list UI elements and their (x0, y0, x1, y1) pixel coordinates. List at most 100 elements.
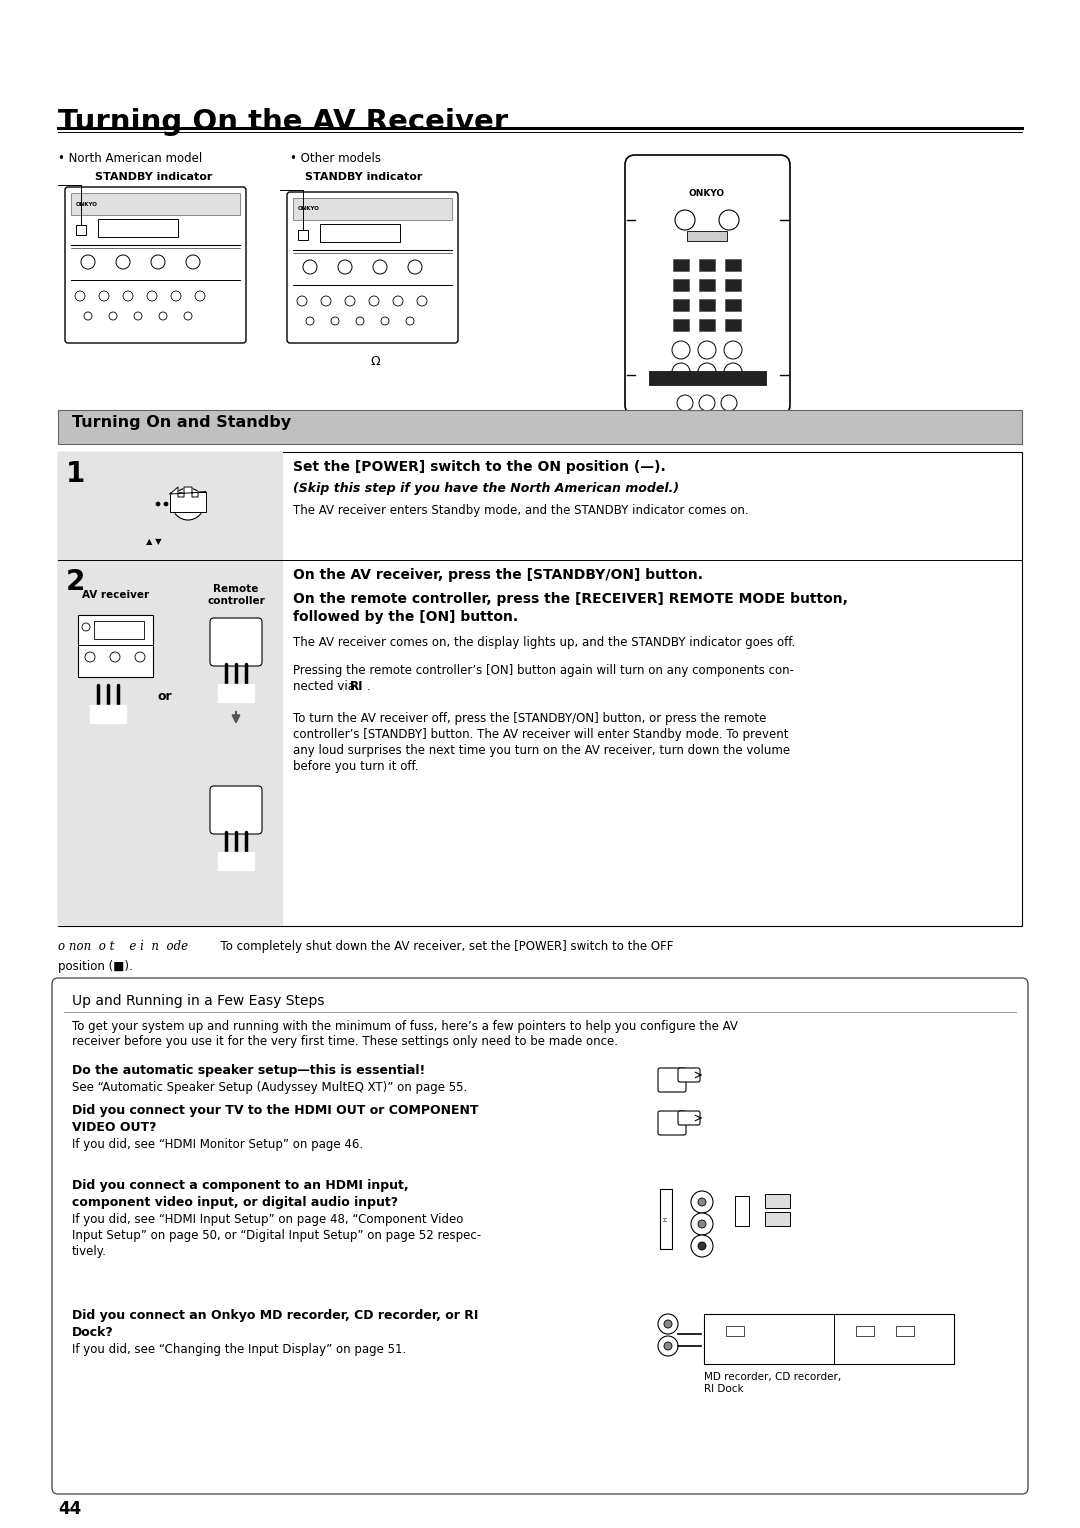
Circle shape (110, 652, 120, 662)
Bar (699, 280, 715, 290)
Circle shape (672, 364, 690, 380)
Circle shape (338, 260, 352, 274)
Bar (735, 1196, 750, 1225)
Circle shape (369, 296, 379, 306)
Text: tively.: tively. (72, 1245, 107, 1258)
Text: • North American model: • North American model (58, 151, 202, 165)
Circle shape (75, 290, 85, 301)
Text: STANDBY indicator: STANDBY indicator (95, 173, 213, 182)
Circle shape (691, 1190, 713, 1213)
Text: RI: RI (350, 680, 364, 694)
Circle shape (186, 255, 200, 269)
Bar (673, 319, 689, 332)
Circle shape (698, 1219, 706, 1229)
Bar (673, 280, 689, 290)
Text: or: or (158, 691, 173, 703)
Text: before you turn it off.: before you turn it off. (293, 759, 419, 773)
Text: Set the [POWER] switch to the ON position (—).: Set the [POWER] switch to the ON positio… (293, 460, 665, 474)
Circle shape (195, 290, 205, 301)
Circle shape (675, 209, 696, 231)
Bar (856, 1326, 874, 1335)
Circle shape (664, 1320, 672, 1328)
Circle shape (156, 503, 160, 506)
Circle shape (691, 1213, 713, 1235)
Circle shape (698, 364, 716, 380)
Text: ONKYO: ONKYO (76, 202, 98, 206)
FancyBboxPatch shape (287, 193, 458, 342)
Circle shape (330, 316, 339, 325)
Circle shape (677, 396, 693, 411)
Circle shape (184, 312, 192, 319)
FancyBboxPatch shape (52, 978, 1028, 1494)
Bar (649, 371, 766, 385)
Circle shape (303, 260, 318, 274)
Bar (58, 559, 283, 926)
Bar (896, 1326, 914, 1335)
Circle shape (135, 652, 145, 662)
Bar (699, 299, 715, 312)
Circle shape (721, 396, 737, 411)
Bar (94, 620, 144, 639)
Bar (58, 410, 1022, 445)
FancyBboxPatch shape (625, 154, 789, 416)
Bar (725, 299, 741, 312)
Text: Ω: Ω (370, 354, 380, 368)
Circle shape (147, 290, 157, 301)
Circle shape (698, 1242, 706, 1250)
Text: On the AV receiver, press the [STANDBY/ON] button.: On the AV receiver, press the [STANDBY/O… (293, 568, 703, 582)
Text: 1: 1 (66, 460, 85, 487)
Circle shape (134, 312, 141, 319)
Text: .: . (367, 680, 370, 694)
Circle shape (99, 290, 109, 301)
Text: position (■).: position (■). (58, 960, 133, 973)
Text: ONKYO: ONKYO (298, 206, 320, 211)
FancyBboxPatch shape (210, 617, 262, 666)
Text: Did you connect a component to an HDMI input,: Did you connect a component to an HDMI i… (72, 1180, 408, 1192)
Bar (673, 260, 689, 270)
FancyBboxPatch shape (678, 1111, 700, 1125)
Text: Dock?: Dock? (72, 1326, 113, 1339)
Bar (725, 319, 741, 332)
Text: controller’s [STANDBY] button. The AV receiver will enter Standby mode. To preve: controller’s [STANDBY] button. The AV re… (293, 727, 788, 741)
Circle shape (724, 341, 742, 359)
Bar (98, 219, 178, 237)
Bar (726, 1326, 744, 1335)
Bar (699, 260, 715, 270)
Bar (660, 1189, 672, 1248)
FancyBboxPatch shape (678, 1068, 700, 1082)
FancyBboxPatch shape (65, 186, 246, 342)
Bar (725, 280, 741, 290)
Bar (293, 199, 453, 220)
Circle shape (724, 364, 742, 380)
Bar (765, 1212, 789, 1225)
Text: ▲ ▼: ▲ ▼ (146, 536, 162, 545)
Bar (765, 1193, 789, 1209)
Text: To completely shut down the AV receiver, set the [POWER] switch to the OFF: To completely shut down the AV receiver,… (213, 940, 673, 953)
Circle shape (393, 296, 403, 306)
Circle shape (164, 503, 168, 506)
Text: any loud surprises the next time you turn on the AV receiver, turn down the volu: any loud surprises the next time you tur… (293, 744, 791, 756)
FancyBboxPatch shape (210, 785, 262, 834)
Circle shape (109, 312, 117, 319)
Text: MD recorder, CD recorder,
RI Dock: MD recorder, CD recorder, RI Dock (704, 1372, 841, 1394)
Text: The AV receiver enters Standby mode, and the STANDBY indicator comes on.: The AV receiver enters Standby mode, and… (293, 504, 748, 516)
Text: STANDBY indicator: STANDBY indicator (305, 173, 422, 182)
Circle shape (691, 1235, 713, 1258)
Circle shape (406, 316, 414, 325)
Circle shape (658, 1314, 678, 1334)
Polygon shape (218, 685, 254, 701)
Bar (687, 231, 727, 241)
Circle shape (356, 316, 364, 325)
Bar (320, 225, 400, 241)
Text: (Skip this step if you have the North American model.): (Skip this step if you have the North Am… (293, 481, 679, 495)
Circle shape (321, 296, 330, 306)
Text: followed by the [ON] button.: followed by the [ON] button. (293, 610, 518, 623)
Text: Turning On and Standby: Turning On and Standby (72, 416, 292, 429)
Text: Remote
controller: Remote controller (207, 584, 265, 605)
Circle shape (81, 255, 95, 269)
Text: On the remote controller, press the [RECEIVER] REMOTE MODE button,: On the remote controller, press the [REC… (293, 591, 848, 607)
Text: AV receiver: AV receiver (82, 590, 149, 601)
Bar (58, 452, 1022, 926)
Text: ONKYO: ONKYO (689, 188, 725, 197)
Bar (298, 231, 308, 240)
